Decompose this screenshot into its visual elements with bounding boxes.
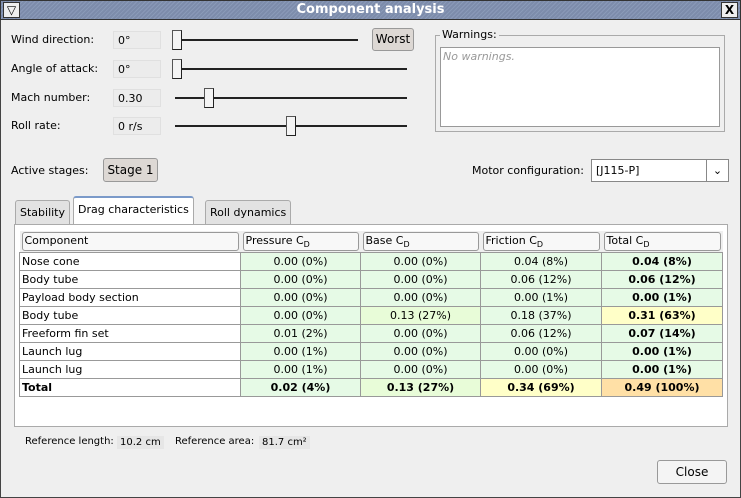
cd-cell: 0.00 (0%) bbox=[360, 252, 481, 271]
component-name: Body tube bbox=[19, 306, 241, 325]
cd-cell: 0.02 (4%) bbox=[240, 378, 361, 397]
warnings-text: No warnings. bbox=[440, 47, 720, 127]
column-header[interactable]: Component bbox=[19, 231, 241, 253]
control-value-field[interactable]: 0° bbox=[113, 60, 161, 78]
close-button[interactable]: Close bbox=[657, 460, 727, 484]
control-slider-thumb[interactable] bbox=[203, 88, 214, 108]
cd-cell: 0.00 (1%) bbox=[240, 360, 361, 379]
cd-cell: 0.00 (0%) bbox=[360, 342, 481, 361]
component-name: Launch lug bbox=[19, 342, 241, 361]
cd-cell: 0.00 (0%) bbox=[360, 288, 481, 307]
cd-cell: 0.04 (8%) bbox=[480, 252, 602, 271]
control-slider-thumb[interactable] bbox=[172, 59, 182, 79]
control-value-field[interactable]: 0 r/s bbox=[113, 117, 161, 135]
table-row[interactable]: Total 0.02 (4%) 0.13 (27%) 0.34 (69%) 0.49 (… bbox=[19, 378, 723, 397]
cd-cell: 0.06 (12%) bbox=[480, 270, 602, 289]
control-label: Mach number: bbox=[11, 91, 91, 104]
cd-cell: 0.06 (12%) bbox=[480, 324, 602, 343]
cd-cell: 0.04 (8%) bbox=[601, 252, 723, 271]
control-slider-track[interactable] bbox=[172, 68, 407, 70]
control-label: Roll rate: bbox=[11, 119, 61, 132]
cd-cell: 0.13 (27%) bbox=[360, 306, 481, 325]
table-row[interactable]: Body tube 0.00 (0%) 0.00 (0%) 0.06 (12%) 0.0… bbox=[19, 270, 723, 289]
component-name: Body tube bbox=[19, 270, 241, 289]
control-slider-thumb[interactable] bbox=[286, 116, 296, 136]
cd-cell: 0.00 (0%) bbox=[240, 288, 361, 307]
cd-cell: 0.13 (27%) bbox=[360, 378, 481, 397]
table-row[interactable]: Nose cone 0.00 (0%) 0.00 (0%) 0.04 (8%) 0.04… bbox=[19, 252, 723, 271]
cd-cell: 0.18 (37%) bbox=[480, 306, 602, 325]
title-bar: ▽ Component analysis X bbox=[0, 0, 741, 20]
motor-config-value: [J115-P] bbox=[596, 164, 640, 177]
active-stages-label: Active stages: bbox=[11, 164, 89, 177]
motor-config-select[interactable]: [J115-P] ⌄ bbox=[591, 159, 729, 182]
control-value-field[interactable]: 0° bbox=[113, 31, 161, 49]
cd-cell: 0.06 (12%) bbox=[601, 270, 723, 289]
column-header[interactable]: Base CD bbox=[360, 231, 481, 253]
window-menu-icon[interactable]: ▽ bbox=[3, 2, 20, 18]
cd-cell: 0.34 (69%) bbox=[480, 378, 602, 397]
cd-cell: 0.00 (1%) bbox=[480, 288, 602, 307]
cd-cell: 0.00 (1%) bbox=[601, 360, 723, 379]
window-title: Component analysis bbox=[296, 2, 445, 17]
cd-cell: 0.00 (0%) bbox=[240, 270, 361, 289]
stage-1-button[interactable]: Stage 1 bbox=[103, 158, 158, 182]
cd-cell: 0.00 (0%) bbox=[360, 324, 481, 343]
column-header[interactable]: Friction CD bbox=[480, 231, 602, 253]
table-row[interactable]: Freeform fin set 0.01 (2%) 0.00 (0%) 0.06 (… bbox=[19, 324, 723, 343]
component-name: Launch lug bbox=[19, 360, 241, 379]
cd-cell: 0.49 (100%) bbox=[601, 378, 723, 397]
chevron-down-icon[interactable]: ⌄ bbox=[706, 160, 728, 181]
cd-cell: 0.00 (1%) bbox=[601, 342, 723, 361]
component-name: Payload body section bbox=[19, 288, 241, 307]
cd-cell: 0.00 (0%) bbox=[240, 252, 361, 271]
component-name: Freeform fin set bbox=[19, 324, 241, 343]
cd-cell: 0.00 (0%) bbox=[360, 360, 481, 379]
reference-length-value: 10.2 cm bbox=[117, 436, 164, 449]
cd-cell: 0.07 (14%) bbox=[601, 324, 723, 343]
tab-stability[interactable]: Stability bbox=[15, 200, 71, 224]
cd-cell: 0.01 (2%) bbox=[240, 324, 361, 343]
cd-cell: 0.00 (1%) bbox=[601, 288, 723, 307]
worst-button[interactable]: Worst bbox=[372, 28, 414, 51]
table-row[interactable]: Body tube 0.00 (0%) 0.13 (27%) 0.18 (37%) 0.… bbox=[19, 306, 723, 325]
cd-cell: 0.31 (63%) bbox=[601, 306, 723, 325]
table-row[interactable]: Payload body section 0.00 (0%) 0.00 (0%) 0.… bbox=[19, 288, 723, 307]
control-label: Angle of attack: bbox=[11, 62, 99, 75]
cd-cell: 0.00 (0%) bbox=[480, 360, 602, 379]
control-label: Wind direction: bbox=[11, 33, 95, 46]
table-row[interactable]: Launch lug 0.00 (1%) 0.00 (0%) 0.00 (0%) 0.0… bbox=[19, 342, 723, 361]
tab-drag-characteristics[interactable]: Drag characteristics bbox=[73, 196, 194, 225]
table-row[interactable]: Launch lug 0.00 (1%) 0.00 (0%) 0.00 (0%) 0.0… bbox=[19, 360, 723, 379]
motor-config-label: Motor configuration: bbox=[472, 164, 584, 177]
tab-roll-dynamics[interactable]: Roll dynamics bbox=[205, 200, 292, 224]
column-header[interactable]: Total CD bbox=[601, 231, 723, 253]
control-slider-track[interactable] bbox=[175, 97, 407, 99]
cd-cell: 0.00 (1%) bbox=[240, 342, 361, 361]
control-value-field[interactable]: 0.30 bbox=[113, 89, 161, 107]
drag-table: Component Pressure CD Base CD Friction CD To… bbox=[19, 231, 723, 397]
component-name: Nose cone bbox=[19, 252, 241, 271]
close-window-icon[interactable]: X bbox=[721, 2, 738, 18]
cd-cell: 0.00 (0%) bbox=[240, 306, 361, 325]
reference-area-label: Reference area: bbox=[175, 436, 255, 447]
component-name: Total bbox=[19, 378, 241, 397]
column-header[interactable]: Pressure CD bbox=[240, 231, 361, 253]
reference-area-value: 81.7 cm² bbox=[259, 436, 310, 449]
reference-length-label: Reference length: bbox=[25, 436, 114, 447]
warnings-group: Warnings: No warnings. bbox=[435, 28, 725, 132]
control-slider-track[interactable] bbox=[172, 39, 358, 41]
cd-cell: 0.00 (0%) bbox=[480, 342, 602, 361]
control-slider-thumb[interactable] bbox=[172, 30, 182, 50]
warnings-title: Warnings: bbox=[440, 28, 499, 41]
cd-cell: 0.00 (0%) bbox=[360, 270, 481, 289]
